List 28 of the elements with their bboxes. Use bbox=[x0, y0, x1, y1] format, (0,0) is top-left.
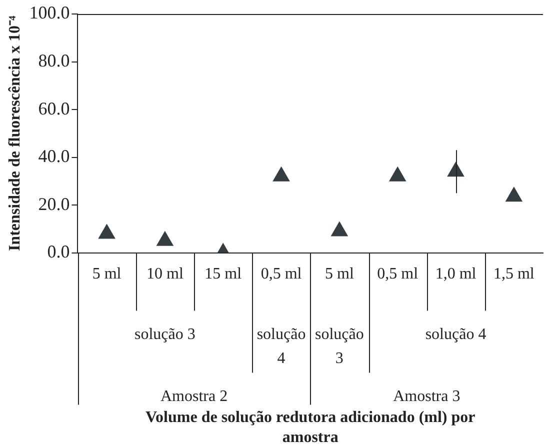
x-tick-label: 1,0 ml bbox=[435, 266, 477, 283]
text: solução 3 bbox=[314, 326, 364, 368]
point bbox=[331, 222, 348, 236]
text: solução 3 bbox=[134, 326, 196, 344]
x-tick-label: 10 ml bbox=[146, 266, 184, 283]
point bbox=[156, 231, 174, 246]
point bbox=[272, 166, 290, 182]
point bbox=[98, 224, 116, 239]
y-axis-title: Intensidade de fluorescência x 10⁻⁴ bbox=[6, 16, 24, 252]
x-tick-label: 5 ml bbox=[324, 266, 354, 283]
text: Volume de solução redutora adicionado (ml) por amostra bbox=[145, 408, 476, 446]
y-tick-label: 40.0 bbox=[38, 146, 70, 166]
text: solução 4 bbox=[256, 326, 306, 368]
y-tick-label: 20.0 bbox=[38, 194, 70, 214]
text: solução 4 bbox=[425, 326, 486, 344]
point bbox=[389, 166, 406, 182]
text: Amostra 3 bbox=[393, 388, 460, 406]
y-tick-label: 100.0 bbox=[29, 2, 70, 23]
x-tick-label: 1,5 ml bbox=[493, 266, 535, 283]
x-tick-label: 0,5 ml bbox=[260, 266, 302, 283]
x-tick-label: 0,5 ml bbox=[377, 266, 419, 283]
y-tick-label: 0.0 bbox=[47, 242, 70, 262]
y-tick-label: 60.0 bbox=[38, 98, 70, 118]
y-tick-label: 80.0 bbox=[38, 50, 70, 70]
x-tick-label: 15 ml bbox=[204, 266, 242, 283]
point bbox=[506, 187, 522, 202]
x-tick-label: 5 ml bbox=[92, 266, 122, 283]
text: Amostra 2 bbox=[160, 388, 228, 406]
